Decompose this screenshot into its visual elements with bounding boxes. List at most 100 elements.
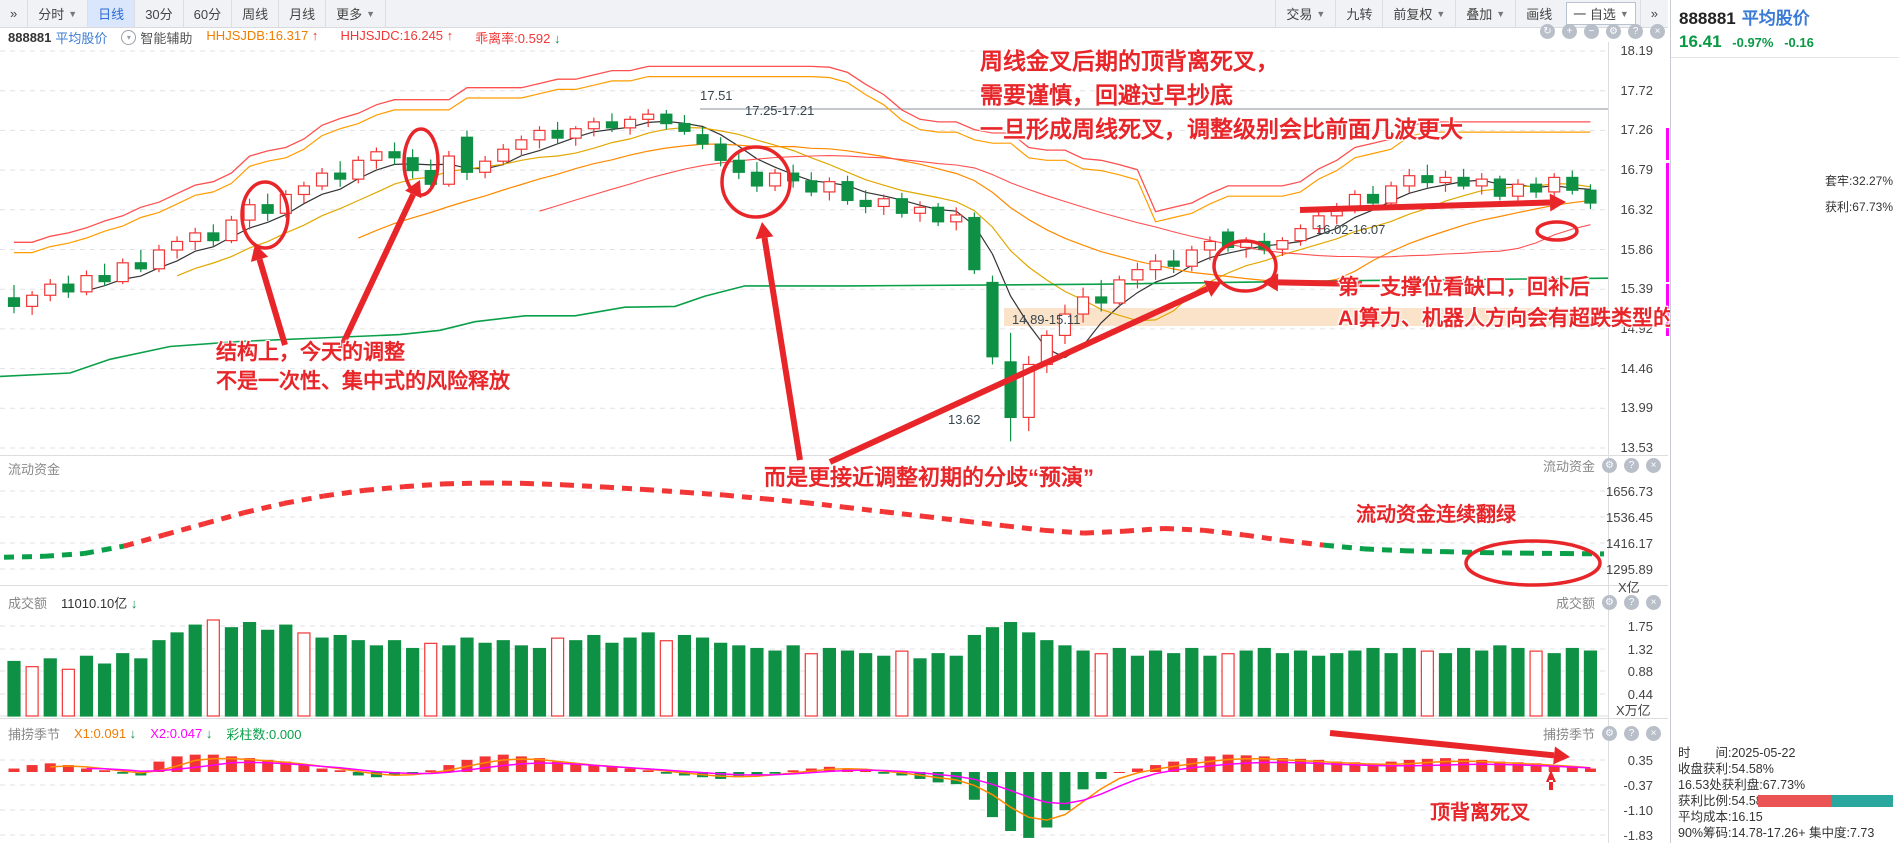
period-tab-7[interactable]: 更多 ▼ bbox=[326, 0, 387, 27]
panel-title-right: 成交额 bbox=[1555, 596, 1595, 611]
caret-down-icon: ▼ bbox=[1619, 8, 1629, 19]
close-icon[interactable]: × bbox=[1646, 726, 1661, 741]
up-arrow-icon: ↑ bbox=[443, 27, 454, 43]
gear-icon[interactable]: ⚙ bbox=[1602, 726, 1617, 741]
price-axis-label: 15.39 bbox=[1620, 281, 1653, 297]
sidebar-stock-name[interactable]: 平均股价 bbox=[1741, 9, 1810, 28]
annotation-text-1: 结构上，今天的调整 不是一次性、集中式的风险释放 bbox=[216, 341, 510, 393]
caret-down-icon: ▼ bbox=[1496, 8, 1506, 19]
season-axis-label: 0.35 bbox=[1627, 753, 1653, 768]
price-axis-label: 16.32 bbox=[1620, 201, 1653, 217]
season-panel-title: 捕捞季节 bbox=[8, 727, 61, 742]
trapped-ratio-label: 套牢:32.27% bbox=[1824, 174, 1893, 188]
price-axis-label: 16.79 bbox=[1620, 162, 1653, 178]
chip-stats-panel: 时 间:2025-05-22 收盘获利:54.58% 16.53处获利盘:67.73… bbox=[1678, 745, 1893, 841]
period-tab-3[interactable]: 30分 bbox=[135, 0, 184, 27]
season-panel-plot bbox=[0, 754, 1608, 838]
season-panel-controls: 捕捞季节 ⚙? × bbox=[1543, 724, 1661, 743]
profit-ratio-label: 获利:67.73% bbox=[1824, 200, 1893, 214]
divider bbox=[1671, 57, 1899, 58]
chevron-down-circle-icon: ▾ bbox=[121, 29, 137, 45]
profit-ratio-bar bbox=[1758, 795, 1893, 807]
chip-stat-row-2: 16.53处获利盘:67.73% bbox=[1678, 778, 1806, 792]
period-tab-1[interactable]: 分时 ▼ bbox=[28, 0, 89, 27]
volume-panel-controls: 成交额 ⚙? × bbox=[1556, 593, 1661, 612]
divider bbox=[0, 455, 1668, 456]
help-icon[interactable]: ? bbox=[1624, 458, 1639, 473]
price-axis-label: 14.46 bbox=[1620, 360, 1653, 376]
gear-icon[interactable]: ⚙ bbox=[1606, 24, 1621, 39]
tool-tab-5[interactable]: 一 自选 ▼ bbox=[1566, 2, 1636, 25]
period-tab-4[interactable]: 60分 bbox=[184, 0, 233, 27]
smart-assist-toggle[interactable]: ▾ 智能辅助 bbox=[121, 28, 192, 47]
price-marker-label: 17.25-17.21 bbox=[745, 103, 815, 118]
volume-axis-label: 1.32 bbox=[1627, 642, 1653, 657]
period-tab-6[interactable]: 月线 bbox=[279, 0, 327, 27]
stock-name[interactable]: 平均股价 bbox=[55, 30, 108, 46]
indicator-0: HHJSJDB:16.317 ↑ bbox=[206, 27, 319, 43]
price-axis-label: 15.86 bbox=[1620, 241, 1653, 257]
top-toolbar: » 分时 ▼ 日线 30分 60分 周线 月线 更多 ▼ 交易 ▼ 九转 前复权 ▼ 叠加 ▼ 画线一 自选 ▼» bbox=[0, 0, 1668, 28]
price-axis-label: 18.19 bbox=[1620, 43, 1653, 58]
flow-axis-label: 1416.17 bbox=[1606, 536, 1653, 551]
gear-icon[interactable]: ⚙ bbox=[1602, 458, 1617, 473]
down-arrow-icon: ↓ bbox=[550, 30, 561, 46]
annotation-text-2: 而是更接近调整初期的分歧“预演” bbox=[764, 465, 1095, 490]
tool-tab-1[interactable]: 九转 bbox=[1335, 0, 1382, 27]
sidebar-price-row: 16.41 -0.97% -0.16 bbox=[1671, 29, 1899, 52]
indicator-1: HHJSJDC:16.245 ↑ bbox=[340, 27, 454, 43]
price-axis-label: 14.92 bbox=[1620, 320, 1653, 336]
season-axis-label: -0.37 bbox=[1623, 778, 1653, 793]
price-axis-label: 17.72 bbox=[1620, 82, 1653, 98]
caret-down-icon: ▼ bbox=[1436, 8, 1446, 19]
chip-stat-row-4: 平均成本:16.15 bbox=[1678, 810, 1763, 824]
flow-panel-controls: 流动资金 ⚙? × bbox=[1543, 456, 1661, 475]
period-tab-2[interactable]: 日线 bbox=[88, 0, 136, 27]
tool-tab-2[interactable]: 前复权 ▼ bbox=[1382, 0, 1455, 27]
season-axis-label: -1.10 bbox=[1623, 803, 1653, 818]
close-icon[interactable]: × bbox=[1650, 24, 1665, 39]
sidebar-stock-code: 888881 bbox=[1679, 9, 1736, 28]
period-tab-0[interactable]: » bbox=[0, 0, 29, 27]
tool-tab-4[interactable]: 画线 bbox=[1515, 0, 1562, 27]
flow-axis-label: 1536.45 bbox=[1606, 510, 1653, 525]
minus-icon[interactable]: − bbox=[1584, 24, 1599, 39]
tool-tab-6[interactable]: » bbox=[1639, 0, 1668, 27]
help-icon[interactable]: ? bbox=[1628, 24, 1643, 39]
close-icon[interactable]: × bbox=[1646, 595, 1661, 610]
price-marker-label: 16.02-16.07 bbox=[1316, 222, 1386, 237]
annotation-text-0: 周线金叉后期的顶背离死叉， 需要谨慎，回避过早抄底 一旦形成周线死叉，调整级别会比前… bbox=[980, 48, 1463, 142]
change-percent: -0.97% bbox=[1732, 35, 1774, 50]
chip-stat-row-5: 90%筹码:14.78-17.26+ 集中度:7.73 bbox=[1678, 826, 1875, 840]
price-marker-label: 17.51 bbox=[700, 88, 733, 103]
smart-assist-label: 智能辅助 bbox=[140, 30, 193, 46]
close-icon[interactable]: × bbox=[1646, 458, 1661, 473]
tool-tab-3[interactable]: 叠加 ▼ bbox=[1455, 0, 1515, 27]
period-tab-5[interactable]: 周线 bbox=[232, 0, 280, 27]
plus-icon[interactable]: + bbox=[1562, 24, 1577, 39]
flow-axis-label: 1656.73 bbox=[1606, 484, 1653, 499]
panel-title-right: 捕捞季节 bbox=[1542, 727, 1595, 742]
flow-axis-unit: X亿 bbox=[1618, 580, 1640, 595]
season-x2: X2:0.047 ↓ bbox=[150, 726, 213, 741]
right-sidebar: 888881 平均股价 16.41 -0.97% -0.16 bbox=[1670, 0, 1899, 843]
caret-down-icon: ▼ bbox=[1316, 8, 1326, 19]
help-icon[interactable]: ? bbox=[1624, 726, 1639, 741]
price-axis-label: 13.99 bbox=[1620, 400, 1653, 416]
chip-stat-row-3: 获利比例:54.58% bbox=[1678, 793, 1893, 809]
season-panel-header: 捕捞季节 X1:0.091 ↓ X2:0.047 ↓ 彩柱数:0.000 bbox=[8, 724, 302, 743]
sidebar-stock-head: 888881 平均股价 bbox=[1671, 0, 1899, 29]
annotation-layer bbox=[240, 127, 1602, 765]
refresh-icon[interactable]: ↻ bbox=[1540, 24, 1555, 39]
volume-panel-title: 成交额 bbox=[8, 596, 48, 611]
tool-tab-0[interactable]: 交易 ▼ bbox=[1275, 0, 1335, 27]
caret-down-icon: ▼ bbox=[68, 8, 78, 19]
indicator-values: HHJSJDB:16.317 ↑ HHJSJDC:16.245 ↑ 乖离率:0.59… bbox=[206, 28, 560, 47]
gear-icon[interactable]: ⚙ bbox=[1602, 595, 1617, 610]
help-icon[interactable]: ? bbox=[1624, 595, 1639, 610]
up-arrow-icon: ↑ bbox=[308, 27, 319, 43]
volume-axis-label: 0.88 bbox=[1627, 664, 1653, 679]
stock-code: 888881 bbox=[8, 29, 52, 45]
season-x1: X1:0.091 ↓ bbox=[74, 726, 137, 741]
volume-panel-plot bbox=[0, 619, 1608, 717]
